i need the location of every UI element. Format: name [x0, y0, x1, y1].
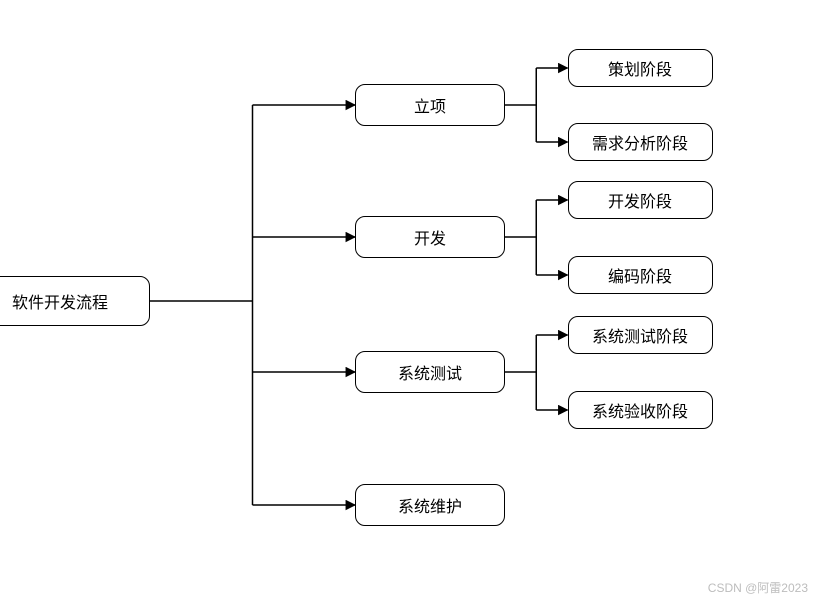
node-n3b: 系统验收阶段: [568, 391, 713, 429]
node-label: 软件开发流程: [12, 289, 108, 313]
node-root: 软件开发流程: [0, 276, 150, 326]
node-label: 开发阶段: [608, 188, 672, 212]
node-n2a: 开发阶段: [568, 181, 713, 219]
node-label: 策划阶段: [608, 56, 672, 80]
node-n4: 系统维护: [355, 484, 505, 526]
node-n3: 系统测试: [355, 351, 505, 393]
node-label: 开发: [414, 225, 446, 249]
node-n2: 开发: [355, 216, 505, 258]
watermark: CSDN @阿雷2023: [708, 579, 808, 596]
node-n2b: 编码阶段: [568, 256, 713, 294]
node-label: 系统维护: [398, 493, 462, 517]
node-label: 编码阶段: [608, 263, 672, 287]
node-n1a: 策划阶段: [568, 49, 713, 87]
node-label: 立项: [414, 93, 446, 117]
node-n1: 立项: [355, 84, 505, 126]
node-label: 系统测试阶段: [592, 323, 688, 347]
node-label: 系统测试: [398, 360, 462, 384]
node-n1b: 需求分析阶段: [568, 123, 713, 161]
node-label: 系统验收阶段: [592, 398, 688, 422]
node-n3a: 系统测试阶段: [568, 316, 713, 354]
node-label: 需求分析阶段: [592, 130, 688, 154]
